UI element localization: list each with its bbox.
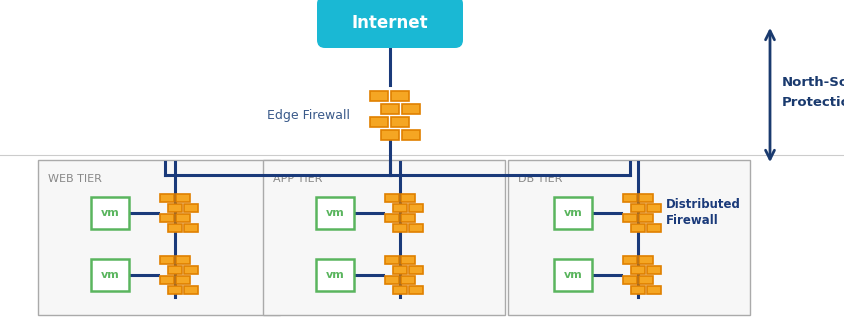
Bar	[408, 224, 423, 232]
Bar	[184, 286, 197, 294]
Bar	[554, 259, 592, 291]
Bar	[630, 286, 644, 294]
Bar	[262, 160, 505, 315]
Bar	[392, 266, 407, 274]
Bar	[385, 214, 398, 222]
Text: DB TIER: DB TIER	[517, 174, 562, 184]
Bar	[392, 204, 407, 212]
Bar	[408, 204, 423, 212]
Text: WEB TIER: WEB TIER	[48, 174, 102, 184]
Bar	[91, 259, 129, 291]
Bar	[408, 266, 423, 274]
Text: vm: vm	[100, 270, 119, 280]
Bar	[630, 266, 644, 274]
Bar	[391, 117, 409, 126]
Text: APP TIER: APP TIER	[273, 174, 322, 184]
Bar	[630, 224, 644, 232]
Text: Edge Firewall: Edge Firewall	[267, 108, 349, 122]
Bar	[392, 224, 407, 232]
Bar	[402, 103, 419, 114]
Bar	[91, 197, 129, 229]
Text: Internet: Internet	[351, 14, 428, 32]
Bar	[647, 204, 660, 212]
Bar	[622, 276, 636, 284]
Bar	[168, 224, 181, 232]
Bar	[622, 256, 636, 264]
Text: Protection: Protection	[781, 97, 844, 109]
Text: North-South: North-South	[781, 76, 844, 90]
Text: Firewall: Firewall	[665, 214, 718, 228]
Bar	[168, 266, 181, 274]
Bar	[381, 129, 398, 140]
Bar	[38, 160, 279, 315]
Bar	[176, 256, 190, 264]
Bar	[176, 276, 190, 284]
Bar	[392, 286, 407, 294]
Bar	[401, 256, 414, 264]
Bar	[168, 204, 181, 212]
FancyBboxPatch shape	[316, 0, 463, 48]
Bar	[160, 276, 174, 284]
Text: vm: vm	[563, 270, 582, 280]
Bar	[638, 194, 652, 202]
Text: Distributed: Distributed	[665, 198, 740, 212]
Text: vm: vm	[563, 208, 582, 218]
Text: vm: vm	[100, 208, 119, 218]
Bar	[385, 256, 398, 264]
Bar	[647, 224, 660, 232]
Bar	[184, 204, 197, 212]
Bar	[184, 266, 197, 274]
Bar	[391, 91, 409, 100]
Bar	[316, 259, 354, 291]
Bar	[630, 204, 644, 212]
Bar	[401, 214, 414, 222]
Bar	[385, 276, 398, 284]
Bar	[401, 276, 414, 284]
Bar	[176, 214, 190, 222]
Bar	[184, 224, 197, 232]
Text: vm: vm	[325, 208, 344, 218]
Bar	[176, 194, 190, 202]
Text: vm: vm	[325, 270, 344, 280]
Bar	[160, 256, 174, 264]
Bar	[381, 103, 398, 114]
Bar	[638, 256, 652, 264]
Bar	[160, 194, 174, 202]
Bar	[638, 214, 652, 222]
Bar	[647, 266, 660, 274]
Bar	[622, 194, 636, 202]
Bar	[370, 91, 388, 100]
Bar	[316, 197, 354, 229]
Bar	[160, 214, 174, 222]
Bar	[647, 286, 660, 294]
Bar	[401, 194, 414, 202]
Bar	[622, 214, 636, 222]
Bar	[385, 194, 398, 202]
Bar	[402, 129, 419, 140]
Bar	[370, 117, 388, 126]
Bar	[408, 286, 423, 294]
Bar	[507, 160, 749, 315]
Bar	[554, 197, 592, 229]
Bar	[168, 286, 181, 294]
Bar	[638, 276, 652, 284]
